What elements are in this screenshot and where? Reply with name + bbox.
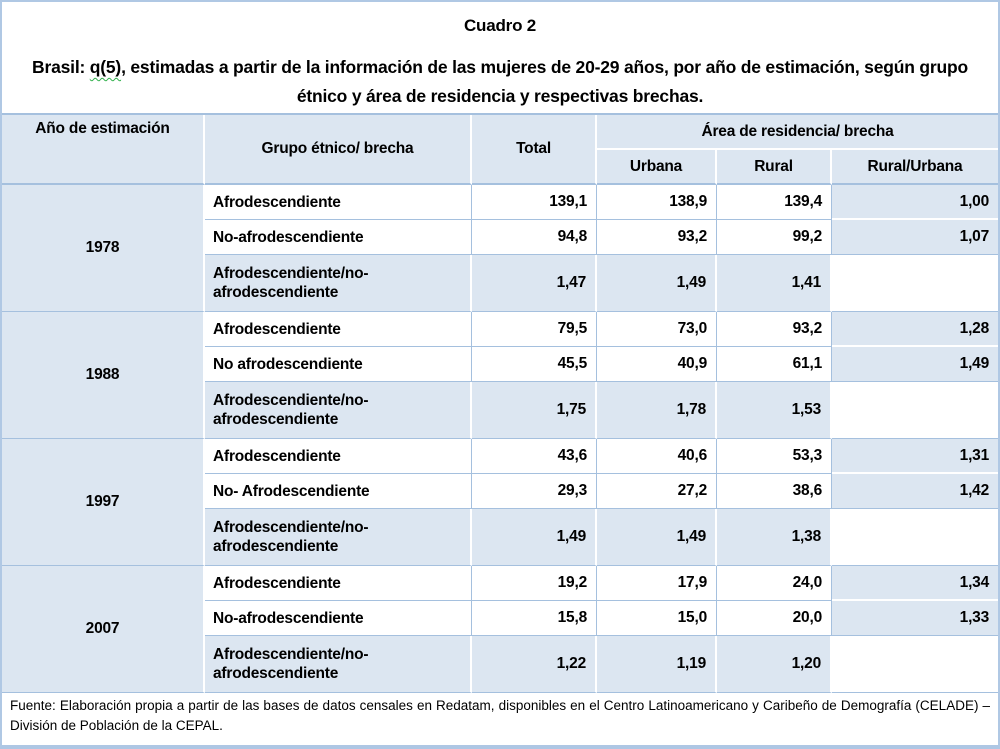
group-label-cell: No afrodescendiente (205, 347, 472, 382)
group-label-cell: Afrodescendiente (205, 312, 472, 347)
rural-value-cell: 61,1 (717, 347, 832, 382)
title-block: Cuadro 2 Brasil: q(5), estimadas a parti… (2, 2, 998, 115)
rural-value-cell: 20,0 (717, 601, 832, 636)
urbana-value-cell: 138,9 (597, 185, 717, 220)
total-value-cell: 1,49 (472, 509, 597, 566)
rural-value-cell: 53,3 (717, 439, 832, 474)
table-number-title: Cuadro 2 (463, 16, 537, 35)
brecha-label-cell: Afrodescendiente/no-afrodescendiente (205, 636, 472, 693)
subtitle-prefix: Brasil: (32, 57, 90, 77)
subtitle-rest: , estimadas a partir de la información d… (121, 57, 968, 106)
brecha-label-cell: Afrodescendiente/no-afrodescendiente (205, 509, 472, 566)
ratio-value-cell: 1,31 (832, 439, 998, 474)
subtitle-spellcheck-token: q(5) (89, 57, 122, 77)
year-cell: 1997 (2, 439, 205, 566)
ratio-empty-cell (832, 636, 998, 693)
brecha-label-cell: Afrodescendiente/no-afrodescendiente (205, 255, 472, 312)
header-rural: Rural (717, 150, 832, 185)
rural-value-cell: 1,38 (717, 509, 832, 566)
urbana-value-cell: 40,6 (597, 439, 717, 474)
ratio-empty-cell (832, 255, 998, 312)
rural-value-cell: 99,2 (717, 220, 832, 255)
ratio-value-cell: 1,07 (832, 220, 998, 255)
urbana-value-cell: 17,9 (597, 566, 717, 601)
group-label-cell: No-afrodescendiente (205, 220, 472, 255)
ratio-value-cell: 1,00 (832, 185, 998, 220)
year-cell: 1988 (2, 312, 205, 439)
ratio-value-cell: 1,28 (832, 312, 998, 347)
ratio-value-cell: 1,42 (832, 474, 998, 509)
header-year: Año de estimación (2, 115, 205, 185)
urbana-value-cell: 1,78 (597, 382, 717, 439)
year-cell: 2007 (2, 566, 205, 693)
source-note: Fuente: Elaboración propia a partir de l… (10, 698, 990, 733)
header-area: Área de residencia/ brecha (597, 115, 998, 150)
rural-value-cell: 139,4 (717, 185, 832, 220)
total-value-cell: 15,8 (472, 601, 597, 636)
ratio-value-cell: 1,33 (832, 601, 998, 636)
rural-value-cell: 93,2 (717, 312, 832, 347)
group-label-cell: Afrodescendiente (205, 185, 472, 220)
header-total: Total (472, 115, 597, 185)
group-label-cell: Afrodescendiente (205, 439, 472, 474)
ratio-empty-cell (832, 509, 998, 566)
urbana-value-cell: 1,49 (597, 255, 717, 312)
total-value-cell: 139,1 (472, 185, 597, 220)
rural-value-cell: 1,20 (717, 636, 832, 693)
rural-value-cell: 1,41 (717, 255, 832, 312)
urbana-value-cell: 1,49 (597, 509, 717, 566)
total-value-cell: 1,47 (472, 255, 597, 312)
rural-value-cell: 24,0 (717, 566, 832, 601)
year-cell: 1978 (2, 185, 205, 312)
total-value-cell: 79,5 (472, 312, 597, 347)
total-value-cell: 45,5 (472, 347, 597, 382)
urbana-value-cell: 27,2 (597, 474, 717, 509)
urbana-value-cell: 73,0 (597, 312, 717, 347)
ratio-empty-cell (832, 382, 998, 439)
rural-value-cell: 1,53 (717, 382, 832, 439)
header-urbana: Urbana (597, 150, 717, 185)
data-table: Año de estimación Grupo étnico/ brecha T… (2, 115, 998, 693)
total-value-cell: 94,8 (472, 220, 597, 255)
brecha-label-cell: Afrodescendiente/no-afrodescendiente (205, 382, 472, 439)
table-subtitle: Brasil: q(5), estimadas a partir de la i… (2, 53, 998, 111)
total-value-cell: 29,3 (472, 474, 597, 509)
total-value-cell: 19,2 (472, 566, 597, 601)
urbana-value-cell: 93,2 (597, 220, 717, 255)
rural-value-cell: 38,6 (717, 474, 832, 509)
group-label-cell: No- Afrodescendiente (205, 474, 472, 509)
ratio-value-cell: 1,49 (832, 347, 998, 382)
group-label-cell: No-afrodescendiente (205, 601, 472, 636)
group-label-cell: Afrodescendiente (205, 566, 472, 601)
urbana-value-cell: 40,9 (597, 347, 717, 382)
total-value-cell: 43,6 (472, 439, 597, 474)
urbana-value-cell: 15,0 (597, 601, 717, 636)
total-value-cell: 1,22 (472, 636, 597, 693)
urbana-value-cell: 1,19 (597, 636, 717, 693)
header-group: Grupo étnico/ brecha (205, 115, 472, 185)
ratio-value-cell: 1,34 (832, 566, 998, 601)
header-ratio: Rural/Urbana (832, 150, 998, 185)
total-value-cell: 1,75 (472, 382, 597, 439)
